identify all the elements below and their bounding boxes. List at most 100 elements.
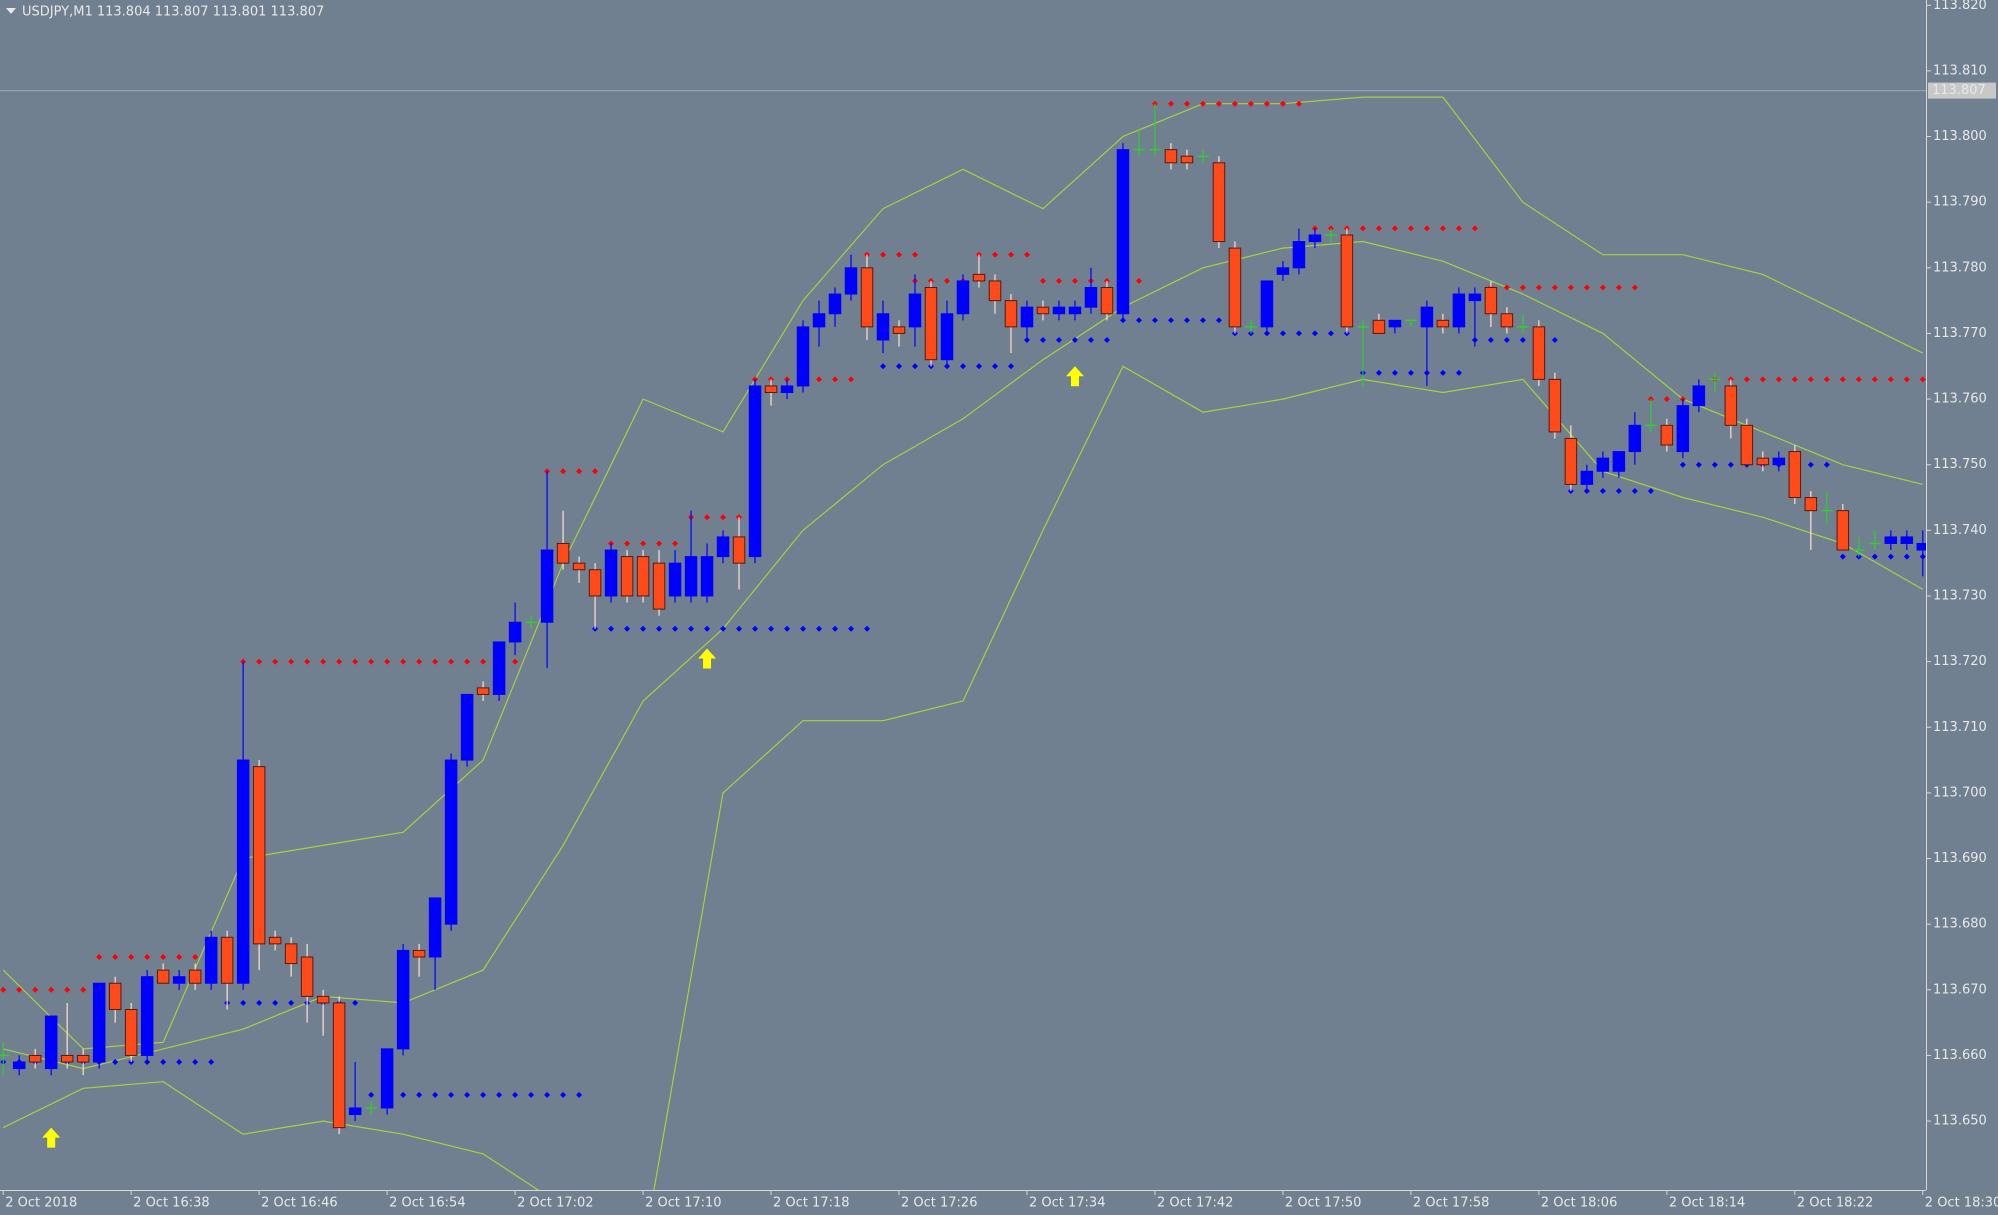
support-dot: [1215, 317, 1222, 324]
resistance-dot: [912, 251, 919, 258]
candle-body: [92, 982, 106, 1063]
support-dot: [1183, 317, 1190, 324]
support-dot: [704, 625, 711, 632]
resistance-dot: [832, 376, 839, 383]
candle-body: [1116, 149, 1130, 315]
candle-body: [556, 542, 570, 564]
resistance-dot: [1855, 376, 1862, 383]
candle-body: [860, 267, 874, 328]
support-dot: [1695, 461, 1702, 468]
resistance-dot: [656, 540, 663, 547]
resistance-dot: [1919, 376, 1926, 383]
resistance-dot: [848, 376, 855, 383]
resistance-dot: [1055, 277, 1062, 284]
resistance-dot: [1199, 100, 1206, 107]
support-dot: [832, 625, 839, 632]
y-tick-label: 113.800: [1933, 129, 1987, 144]
resistance-dot: [1519, 284, 1526, 291]
candle-body: [1100, 286, 1114, 315]
y-tick-label: 113.650: [1933, 1114, 1987, 1129]
resistance-dot: [1631, 284, 1638, 291]
support-dot: [1167, 317, 1174, 324]
support-dot: [272, 999, 279, 1006]
candle-body: [892, 326, 906, 334]
resistance-dot: [1599, 284, 1606, 291]
support-dot: [1071, 337, 1078, 343]
x-tick-label: 2 Oct 17:26: [901, 1196, 977, 1211]
candle-body: [428, 897, 442, 958]
resistance-dot: [991, 251, 998, 258]
candle-body: [876, 313, 890, 341]
candle-body: [588, 569, 602, 597]
candle-body: [1884, 536, 1898, 544]
support-dot: [864, 625, 871, 632]
support-dot: [991, 363, 998, 370]
buy-arrow: [42, 1127, 61, 1148]
support-dot: [1631, 487, 1638, 494]
candle-body: [156, 969, 170, 984]
resistance-dot: [672, 540, 679, 547]
support-dot: [1647, 487, 1654, 494]
candle-body: [684, 556, 698, 597]
candle-body: [1292, 241, 1306, 269]
support-dot: [1135, 317, 1142, 324]
x-tick-label: 2 Oct 17:10: [645, 1196, 721, 1211]
candle-body: [476, 687, 490, 695]
x-tick-label: 2 Oct 16:54: [389, 1196, 465, 1211]
candle-body: [252, 766, 266, 945]
candle-body: [396, 949, 410, 1050]
candle-body: [732, 536, 746, 564]
y-tick-label: 113.720: [1933, 654, 1987, 669]
resistance-dot: [1391, 225, 1398, 232]
resistance-dot: [1663, 396, 1670, 403]
candle-body: [348, 1107, 362, 1116]
candle-body: [1004, 300, 1018, 328]
candle-body: [316, 995, 330, 1004]
candle-body: [1596, 457, 1610, 472]
support-dot: [1327, 330, 1334, 337]
candle-body: [140, 976, 154, 1056]
candle-body: [1468, 293, 1482, 302]
resistance-dot: [1567, 284, 1574, 291]
support-dot: [1679, 461, 1686, 468]
resistance-dot: [576, 468, 583, 475]
candle-body: [700, 556, 714, 597]
candle-body: [1900, 536, 1914, 544]
support-dot: [1615, 487, 1622, 494]
support-dot: [1807, 461, 1814, 468]
support-dot: [1839, 553, 1846, 560]
x-tick-label: 2 Oct 17:34: [1029, 1196, 1105, 1211]
support-dot: [528, 1091, 535, 1098]
candle-body: [1836, 510, 1850, 551]
resistance-dot: [64, 986, 71, 993]
candle-body: [716, 536, 730, 558]
resistance-dot: [1503, 284, 1510, 291]
resistance-dot: [192, 953, 199, 960]
resistance-dot: [368, 658, 375, 665]
support-dot: [576, 1091, 583, 1098]
candle-body: [1020, 306, 1034, 328]
candle-body: [12, 1061, 26, 1070]
candle-body: [572, 562, 586, 571]
resistance-dot: [96, 953, 103, 960]
resistance-dot: [1231, 100, 1238, 107]
resistance-dot: [1039, 277, 1046, 284]
support-dot: [1407, 369, 1414, 376]
resistance-dot: [1823, 376, 1830, 383]
resistance-dot: [1295, 100, 1302, 107]
resistance-dot: [384, 658, 391, 665]
candle-body: [332, 1002, 346, 1129]
candle-body: [1916, 542, 1926, 551]
candle-body: [108, 982, 122, 1010]
candle-body: [1084, 286, 1098, 308]
support-dot: [480, 1091, 487, 1098]
support-dot: [688, 625, 695, 632]
support-dot: [1455, 369, 1462, 376]
support-dot: [160, 1059, 167, 1066]
resistance-dot: [1471, 225, 1478, 232]
resistance-dot: [624, 540, 631, 547]
resistance-dot: [464, 658, 471, 665]
candle-body: [444, 759, 458, 925]
resistance-dot: [1535, 284, 1542, 291]
candle-body: [188, 969, 202, 984]
